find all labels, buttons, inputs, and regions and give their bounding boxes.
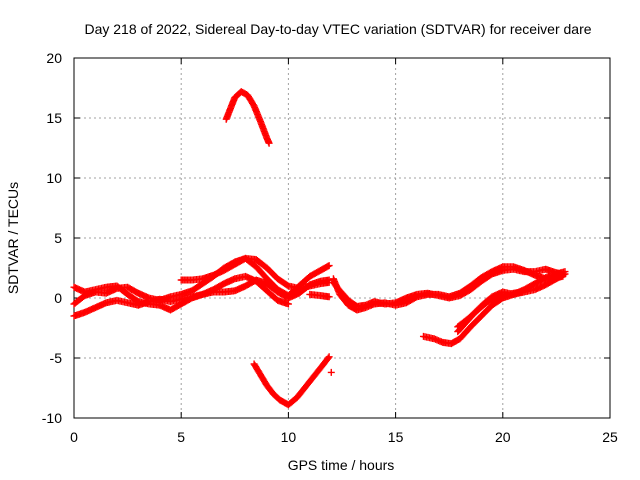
series-arc-11 <box>419 270 569 348</box>
data-point <box>265 139 273 147</box>
x-tick-label: 5 <box>177 429 185 445</box>
data-point <box>327 368 335 376</box>
data-point <box>325 353 333 361</box>
data-point <box>324 354 332 362</box>
data-point <box>518 288 526 296</box>
y-tick-label: 0 <box>54 290 62 306</box>
y-tick-labels: -10 -5 0 5 10 15 20 <box>42 50 62 426</box>
data-series <box>70 88 569 409</box>
data-point <box>561 268 569 276</box>
series-arc-6 <box>222 88 273 147</box>
data-point <box>284 300 292 308</box>
series-arc-13 <box>454 288 526 331</box>
y-tick-label: -10 <box>42 410 62 426</box>
x-tick-label: 0 <box>70 429 78 445</box>
series-arc-5 <box>306 290 333 301</box>
x-tick-label: 15 <box>388 429 404 445</box>
series-arc-7 <box>250 353 333 409</box>
y-tick-label: 5 <box>54 230 62 246</box>
axes <box>73 57 611 419</box>
y-tick-label: 15 <box>46 110 62 126</box>
grid <box>74 58 610 418</box>
series-arc-4 <box>177 254 333 292</box>
data-point <box>325 262 333 270</box>
data-point <box>325 293 333 301</box>
y-axis-label: SDTVAR / TECUs <box>5 182 21 294</box>
series-arc-10 <box>329 265 567 310</box>
x-tick-label: 25 <box>602 429 618 445</box>
series-arc-8 <box>327 368 335 376</box>
x-tick-label: 10 <box>281 429 297 445</box>
x-tick-labels: 0 5 10 15 20 25 <box>70 429 618 445</box>
chart-title: Day 218 of 2022, Sidereal Day-to-day VTE… <box>84 21 591 37</box>
x-tick-label: 20 <box>495 429 511 445</box>
y-tick-label: -5 <box>50 350 63 366</box>
x-axis-label: GPS time / hours <box>288 457 395 473</box>
y-tick-label: 10 <box>46 170 62 186</box>
y-tick-label: 20 <box>46 50 62 66</box>
